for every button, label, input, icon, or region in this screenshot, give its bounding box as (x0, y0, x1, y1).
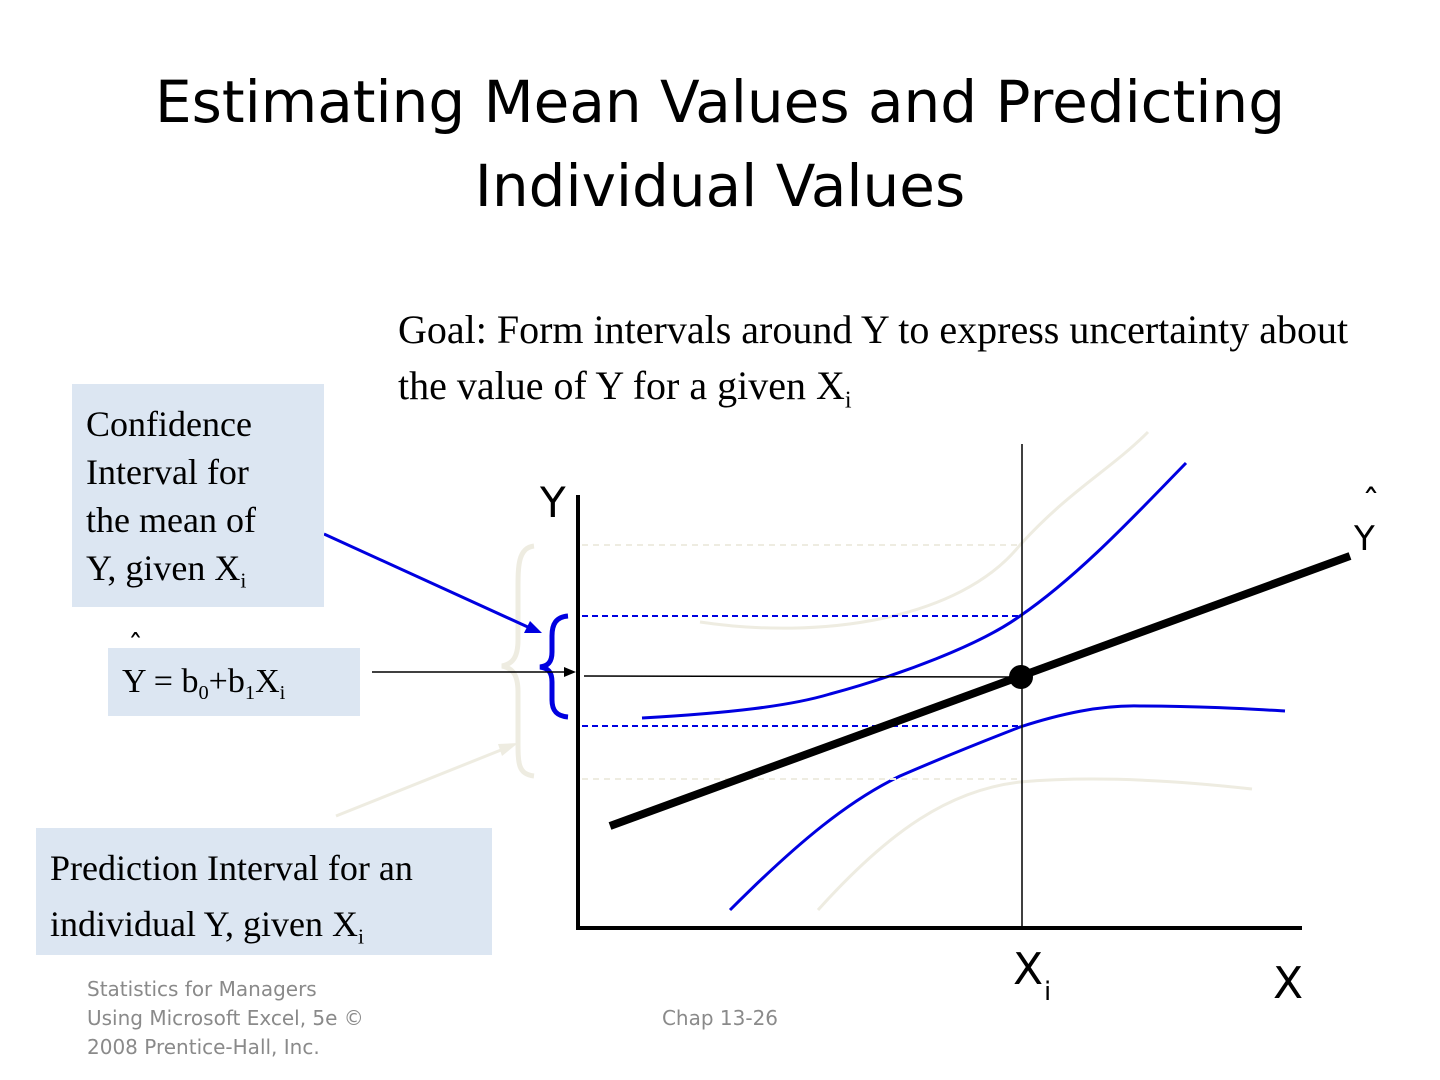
equation-plus: +b (208, 663, 245, 700)
confidence-band-lower (728, 704, 1286, 912)
confidence-callout-line4-wrap: Y, given Xi (86, 544, 310, 592)
prediction-band-lower (816, 777, 1253, 912)
footer-source-line3: 2008 Prentice-Hall, Inc. (87, 1035, 320, 1059)
confidence-callout-line4: Y, given X (86, 548, 241, 588)
prediction-callout-arrow (335, 746, 507, 818)
equation-subi: i (279, 682, 286, 705)
equation-sub1: 1 (244, 682, 256, 705)
prediction-interval-callout: Prediction Interval for an individual Y,… (36, 828, 492, 955)
prediction-band-upper (699, 430, 1150, 630)
prediction-callout-line1: Prediction Interval for an (50, 848, 413, 888)
prediction-callout-line2: individual Y, given X (50, 904, 358, 944)
prediction-arrowhead (498, 743, 518, 756)
confidence-arrowhead (524, 621, 542, 633)
yhat-label: Y (1353, 519, 1375, 559)
equation-arrowhead (564, 667, 576, 677)
goal-text: Goal: Form intervals around Y to express… (398, 307, 1349, 408)
confidence-callout-line2: Interval for (86, 452, 249, 492)
fitted-point (1009, 665, 1033, 689)
slide-title: Estimating Mean Values and Predicting In… (154, 68, 1286, 220)
confidence-callout-line1: Confidence (86, 404, 252, 444)
xi-subscript: i (1044, 977, 1051, 1007)
goal-subscript: i (844, 387, 852, 414)
yhat-hat: ˆ (1362, 483, 1380, 524)
footer-source: Statistics for Managers Using Microsoft … (87, 975, 407, 1062)
equation-y: Y = b (122, 663, 199, 700)
confidence-callout-sub: i (240, 568, 247, 593)
regression-equation-box: Y = b0+b1Xi (108, 648, 360, 716)
x-axis-label: X (1273, 958, 1303, 1009)
goal-statement: Goal: Form intervals around Y to express… (398, 302, 1358, 414)
footer-source-line1: Statistics for Managers (87, 977, 317, 1001)
confidence-interval-brace (539, 613, 569, 720)
y-axis-label: Y (539, 478, 566, 527)
confidence-callout-arrow (323, 532, 531, 630)
equation-sub0: 0 (198, 682, 209, 705)
xi-label: X (1013, 944, 1043, 995)
confidence-callout-line3: the mean of (86, 500, 256, 540)
fitted-value-guide (583, 675, 1021, 678)
footer-page-number: Chap 13-26 (661, 1006, 779, 1030)
prediction-interval-brace (501, 543, 535, 779)
confidence-band-upper (641, 461, 1188, 720)
prediction-callout-sub: i (358, 924, 364, 949)
regression-line (608, 552, 1352, 830)
footer-source-line2: Using Microsoft Excel, 5e © (87, 1006, 364, 1030)
confidence-interval-callout: Confidence Interval for the mean of Y, g… (72, 384, 324, 607)
equation-x: X (255, 663, 280, 700)
prediction-callout-line2-wrap: individual Y, given Xi (50, 896, 478, 952)
